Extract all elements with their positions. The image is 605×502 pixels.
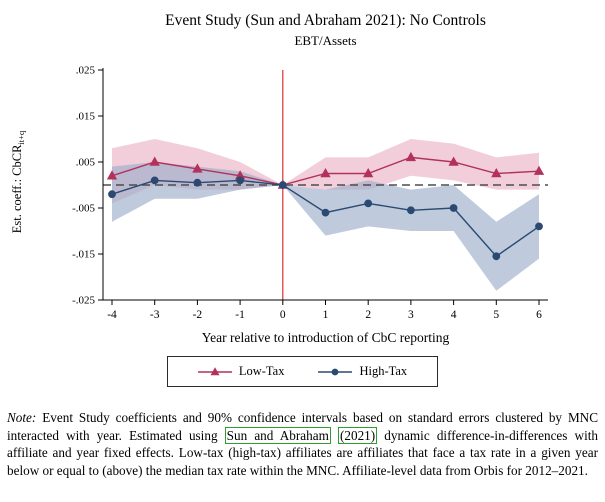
legend-entry-low-tax: Low-Tax [197, 364, 285, 379]
svg-text:-2: -2 [193, 309, 203, 321]
legend-entry-high-tax: High-Tax [318, 364, 407, 379]
legend: Low-Tax High-Tax [0, 356, 605, 387]
svg-text:-1: -1 [235, 309, 245, 321]
high-tax-marker-icon [318, 368, 353, 375]
svg-text:.025: .025 [76, 65, 96, 77]
svg-text:-3: -3 [150, 309, 160, 321]
note-label: Note: [7, 410, 37, 425]
x-axis-label: Year relative to introduction of CbC rep… [201, 330, 450, 345]
chart-subtitle: EBT/Assets [294, 33, 357, 48]
legend-box: Low-Tax High-Tax [166, 356, 439, 387]
chart-title: Event Study (Sun and Abraham 2021): No C… [165, 12, 486, 29]
y-axis-label-text: Est. coeff.: CbCR [10, 144, 24, 234]
figure-note: Note: Event Study coefficients and 90% c… [7, 409, 598, 480]
y-axis-label-subscript: it+q [16, 130, 26, 145]
svg-text:1: 1 [323, 309, 329, 321]
event-study-plot: .025 .015 .005 -.005 -.015 -.025 -4 -3 -2 -1 0 1 2 3 4… [72, 65, 548, 321]
svg-text:-.025: -.025 [72, 295, 95, 307]
note-text-1: Event Study coefficients and 90% confide… [7, 410, 598, 443]
svg-text:5: 5 [493, 309, 499, 321]
legend-label-high-tax: High-Tax [359, 364, 408, 378]
svg-text:-.015: -.015 [72, 249, 95, 261]
svg-text:0: 0 [280, 309, 286, 321]
svg-text:6: 6 [536, 309, 542, 321]
note-text-2: dynamic difference-in-differences with a… [7, 427, 598, 479]
figure-page: Event Study (Sun and Abraham 2021): No C… [0, 12, 605, 502]
svg-text:4: 4 [451, 309, 457, 321]
svg-text:2: 2 [365, 309, 371, 321]
citation-link-sun-abraham[interactable]: Sun and Abraham [224, 426, 331, 444]
svg-text:-4: -4 [107, 309, 117, 321]
svg-text:.005: .005 [76, 157, 96, 169]
low-tax-marker-icon [197, 366, 232, 375]
note-separator [331, 428, 338, 443]
legend-label-low-tax: Low-Tax [238, 364, 285, 378]
svg-text:.015: .015 [76, 111, 96, 123]
citation-link-2021[interactable]: (2021) [337, 426, 378, 444]
svg-text:3: 3 [408, 309, 414, 321]
svg-text:-.005: -.005 [72, 203, 95, 215]
y-axis-label: Est. coeff.: CbCRit+q [10, 72, 26, 292]
